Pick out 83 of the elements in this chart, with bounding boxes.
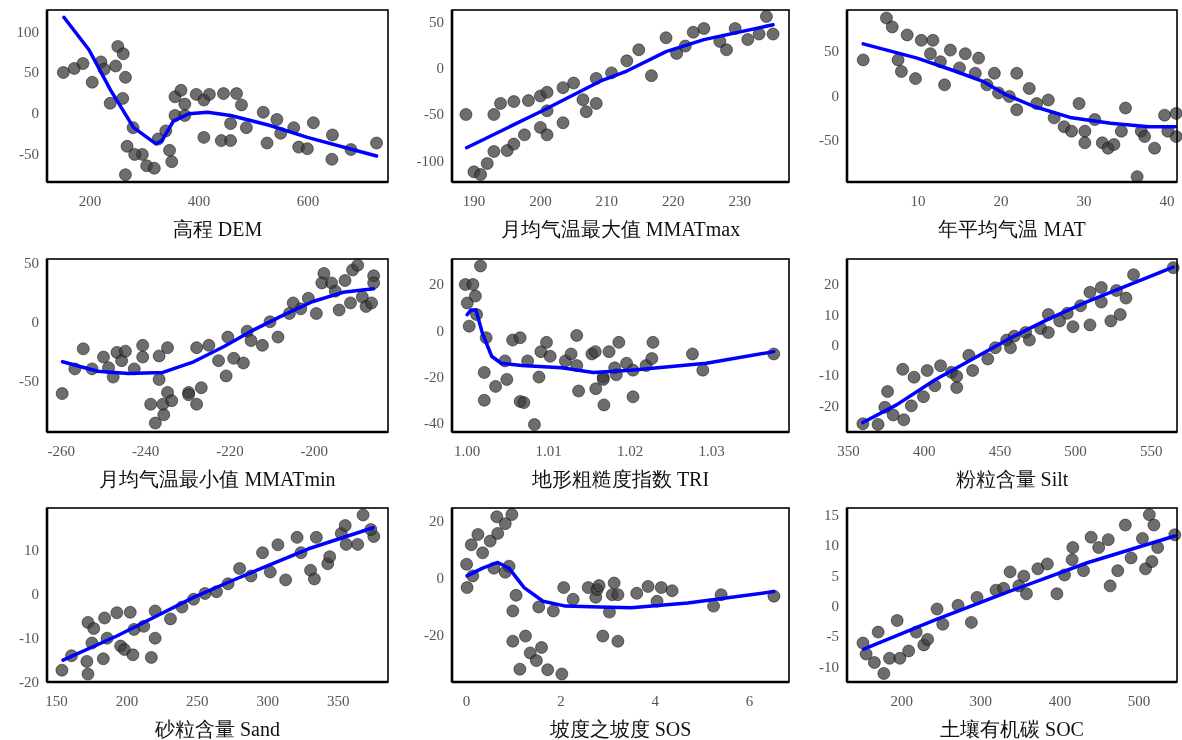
y-tick-label: 50 [824, 42, 839, 59]
x-tick-label: 30 [1076, 193, 1092, 209]
x-tick-label: 250 [186, 693, 209, 709]
x-tick-label: -200 [300, 443, 328, 459]
y-tick-label: 15 [824, 506, 839, 523]
y-tick-label: -50 [19, 372, 39, 389]
x-tick-label: 210 [595, 193, 619, 209]
x-tick-label: 1.03 [698, 443, 725, 459]
x-tick-label: 400 [1048, 693, 1072, 709]
y-tick-label: 0 [436, 322, 444, 339]
x-tick-label: 200 [115, 693, 139, 709]
y-tick-label: 50 [429, 14, 444, 31]
x-tick-label: 190 [462, 193, 486, 209]
y-tick-label: -50 [19, 145, 39, 162]
x-tick-label: 500 [1127, 693, 1151, 709]
x-axis-title: 月均气温最小值 MMATmin [99, 468, 336, 490]
x-tick-label: 150 [45, 693, 68, 709]
y-tick-label: 20 [429, 276, 444, 293]
x-axis-title: 砂粒含量 Sand [154, 718, 280, 740]
x-tick-label: 220 [662, 193, 685, 209]
x-tick-label: 2 [557, 693, 565, 709]
y-tick-label: 20 [429, 512, 444, 529]
y-tick-label: -5 [826, 628, 839, 645]
x-tick-label: 350 [326, 693, 350, 709]
x-tick-label: 200 [890, 693, 913, 709]
x-tick-label: -260 [47, 443, 76, 459]
x-tick-label: 4 [651, 693, 660, 709]
x-tick-label: 1.01 [535, 443, 562, 459]
y-tick-label: 50 [24, 64, 39, 81]
x-tick-label: 200 [529, 193, 552, 209]
x-axis-title: 土壤有机碳 SOC [940, 718, 1084, 740]
y-tick-label: 5 [831, 567, 839, 584]
y-tick-label: 50 [24, 254, 39, 271]
x-tick-label: 1.02 [617, 443, 644, 459]
y-tick-label: 0 [436, 569, 444, 586]
x-tick-label: 40 [1159, 193, 1175, 209]
x-axis-title: 粉粒含量 Silt [955, 468, 1069, 490]
y-tick-label: 0 [436, 60, 444, 77]
x-axis-title: 高程 DEM [172, 218, 263, 240]
x-tick-label: 1.00 [454, 443, 481, 459]
y-tick-label: 0 [831, 87, 839, 104]
x-tick-label: 350 [837, 443, 860, 459]
x-tick-label: 500 [1064, 443, 1087, 459]
x-axis-title: 年平均气温 MAT [938, 218, 1086, 240]
x-tick-label: -220 [216, 443, 244, 459]
x-tick-label: 600 [296, 193, 320, 209]
y-tick-label: 0 [31, 585, 39, 602]
x-tick-label: 10 [910, 193, 926, 209]
y-tick-label: 10 [24, 542, 39, 559]
x-tick-label: 300 [256, 693, 280, 709]
y-tick-label: 0 [831, 597, 839, 614]
y-tick-label: -10 [819, 658, 839, 675]
y-tick-label: 10 [824, 537, 839, 554]
x-axis-title: 月均气温最大值 MMATmax [500, 218, 741, 240]
x-tick-label: 400 [187, 193, 211, 209]
y-tick-label: -20 [19, 673, 39, 690]
y-tick-label: -10 [819, 367, 839, 384]
x-tick-label: 0 [462, 693, 471, 709]
y-tick-label: -20 [819, 397, 839, 414]
x-axis-title: 坡度之坡度 SOS [548, 718, 692, 740]
x-tick-label: 550 [1140, 443, 1163, 459]
y-tick-label: -20 [424, 626, 444, 643]
y-tick-label: 10 [824, 306, 839, 323]
x-tick-label: -240 [131, 443, 160, 459]
y-tick-label: 100 [16, 23, 39, 40]
y-tick-label: -50 [424, 106, 444, 123]
y-tick-label: 0 [831, 336, 839, 353]
y-tick-label: -20 [424, 369, 444, 386]
y-tick-label: -50 [819, 132, 839, 149]
y-tick-label: 0 [31, 313, 39, 330]
x-axis-title: 地形粗糙度指数 TRI [530, 468, 710, 490]
y-tick-label: -10 [19, 629, 39, 646]
x-tick-label: 20 [993, 193, 1009, 209]
x-tick-label: 300 [969, 693, 993, 709]
y-tick-label: -40 [424, 415, 444, 432]
x-tick-label: 400 [912, 443, 936, 459]
y-tick-label: 20 [824, 276, 839, 293]
y-tick-label: 0 [31, 105, 39, 122]
x-tick-label: 200 [78, 193, 102, 209]
x-tick-label: 230 [728, 193, 752, 209]
x-tick-label: 450 [988, 443, 1012, 459]
y-tick-label: -100 [416, 152, 444, 169]
x-tick-label: 6 [745, 693, 754, 709]
